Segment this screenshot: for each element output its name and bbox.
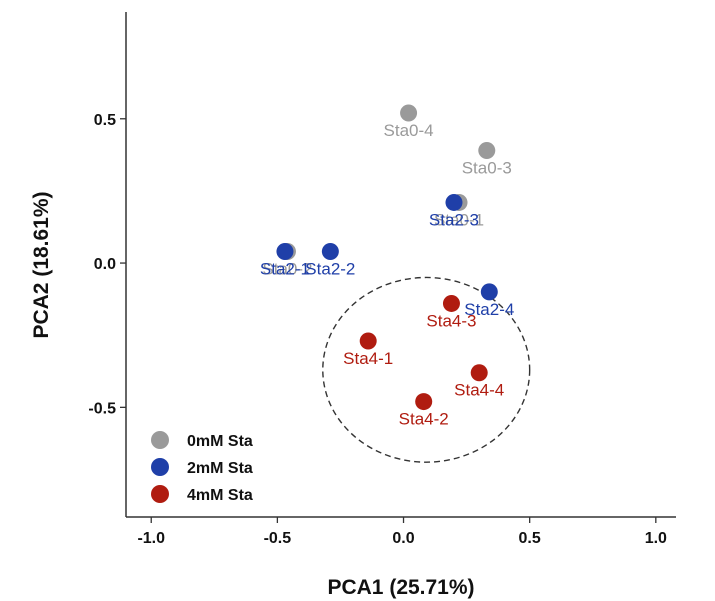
x-tick-label: -1.0: [137, 530, 165, 547]
label-sta0-2: Sta0-2: [262, 260, 312, 279]
point-sta4-3: [442, 294, 460, 312]
legend-marker-4mm-sta: [151, 485, 169, 503]
point-sta0-3: [478, 142, 496, 160]
label-sta2-1: Sta2-1: [260, 260, 310, 279]
label-sta0-4: Sta0-4: [384, 121, 434, 140]
point-sta2-4: [480, 283, 498, 301]
point-sta2-3: [445, 193, 463, 211]
x-axis-title: PCA1 (25.71%): [327, 576, 474, 599]
label-sta0-1: Sta0-1: [434, 210, 484, 229]
y-tick-label: -0.5: [88, 400, 116, 417]
label-sta2-3: Sta2-3: [429, 210, 479, 229]
point-sta4-4: [470, 364, 488, 382]
x-tick-label: 0.0: [392, 530, 414, 547]
data-point-labels: Sta0-4Sta0-3Sta0-1Sta0-2Sta2-3Sta2-1Sta2…: [260, 121, 514, 429]
label-sta0-3: Sta0-3: [462, 159, 512, 178]
label-sta2-4: Sta2-4: [464, 300, 514, 319]
y-axis-title: PCA2 (18.61%): [30, 191, 53, 338]
legend-label-4mm-sta: 4mM Sta: [187, 487, 253, 504]
point-sta4-2: [415, 393, 433, 411]
x-tick-label: -0.5: [264, 530, 292, 547]
label-sta4-1: Sta4-1: [343, 349, 393, 368]
label-sta4-3: Sta4-3: [426, 311, 476, 330]
point-sta2-2: [321, 243, 339, 261]
legend-marker-2mm-sta: [151, 458, 169, 476]
label-sta2-2: Sta2-2: [305, 260, 355, 279]
cluster-ellipse: [322, 276, 531, 463]
point-sta0-4: [400, 104, 418, 122]
point-sta2-1: [276, 243, 294, 261]
point-sta4-1: [359, 332, 377, 350]
legend: 0mM Sta 2mM Sta 4mM Sta: [151, 431, 253, 504]
y-axis-ticks: -0.5 0.0 0.5: [88, 112, 126, 417]
label-sta4-2: Sta4-2: [399, 410, 449, 429]
legend-label-2mm-sta: 2mM Sta: [187, 460, 253, 477]
legend-label-0mm-sta: 0mM Sta: [187, 433, 253, 450]
y-tick-label: 0.0: [94, 256, 116, 273]
label-sta4-4: Sta4-4: [454, 381, 504, 400]
x-tick-label: 1.0: [645, 530, 667, 547]
x-tick-label: 0.5: [519, 530, 541, 547]
x-axis-ticks: -1.0 -0.5 0.0 0.5 1.0: [137, 517, 667, 547]
data-points: [276, 104, 498, 411]
legend-marker-0mm-sta: [151, 431, 169, 449]
y-tick-label: 0.5: [94, 112, 116, 129]
